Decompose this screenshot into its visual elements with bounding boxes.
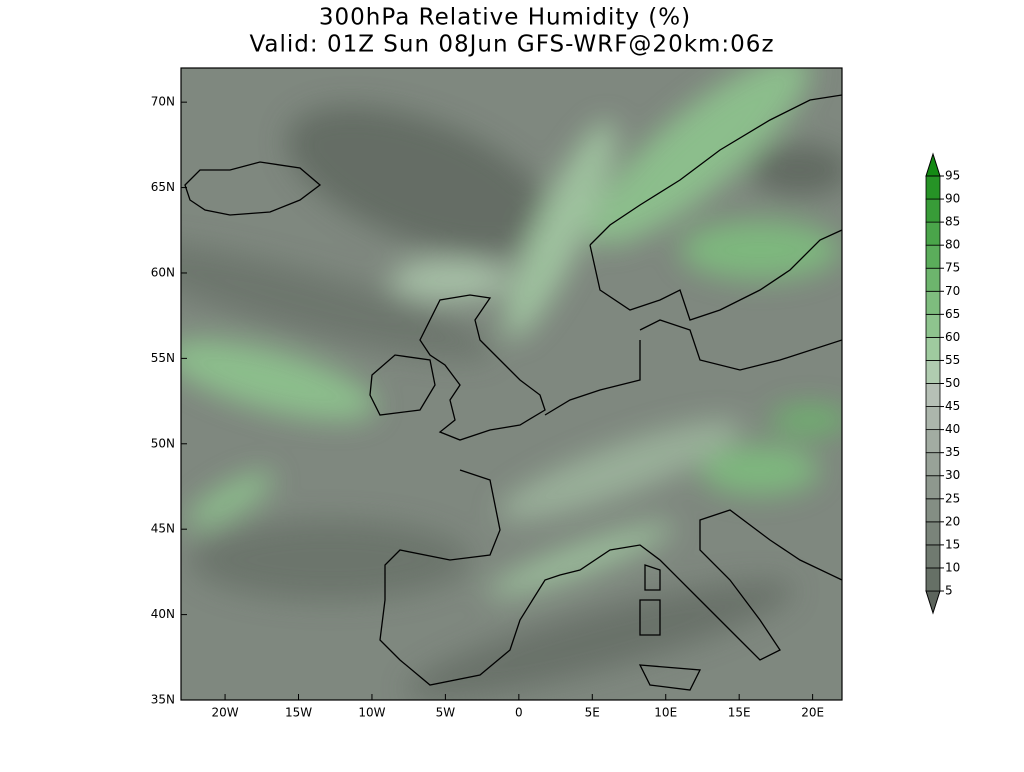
colorbar-label: 80 [945, 238, 960, 252]
colorbar-segment [925, 406, 941, 431]
colorbar-segment [925, 313, 941, 338]
colorbar-segment [925, 383, 941, 407]
colorbar: 5 10 15 20 25 30 35 40 45 50 55 60 65 70 75 80 85 90 95 [925, 152, 960, 615]
colorbar-label: 15 [945, 537, 960, 551]
y-tick-label: 50N [151, 436, 175, 450]
colorbar-segment [925, 244, 941, 269]
title: 300hPa Relative Humidity (%) [319, 5, 691, 31]
colorbar-label: 35 [945, 445, 960, 459]
colorbar-segment [925, 429, 941, 454]
y-tick-label: 70N [151, 95, 175, 109]
colorbar-label: 60 [945, 330, 960, 344]
colorbar-end [925, 152, 941, 177]
colorbar-label: 55 [945, 353, 960, 367]
y-tick-label: 55N [151, 351, 175, 365]
colorbar-end [925, 590, 941, 615]
colorbar-segment [925, 475, 941, 500]
colorbar-label: 50 [945, 376, 960, 390]
colorbar-segment [925, 452, 941, 477]
x-tick-label: 20W [211, 706, 238, 720]
x-tick-label: 15E [728, 706, 751, 720]
x-tick-label: 10E [654, 706, 677, 720]
colorbar-label: 85 [945, 215, 960, 229]
y-tick-label: 40N [151, 607, 175, 621]
colorbar-label: 65 [945, 307, 960, 321]
axes: 20W 15W 10W 5W 0 5E 10E 15E 20E 35N 40N 45N 50N 55N 60… [151, 95, 824, 720]
colorbar-label: 5 [945, 584, 953, 598]
y-tick-label: 45N [151, 522, 175, 536]
colorbar-segment [925, 544, 941, 569]
x-tick-label: 5E [585, 706, 600, 720]
colorbar-segment [925, 221, 941, 246]
coastlines [184, 94, 842, 691]
colorbar-segment [925, 521, 941, 546]
colorbar-label: 40 [945, 422, 960, 436]
colorbar-label: 20 [945, 514, 960, 528]
y-tick-label: 35N [151, 693, 175, 707]
colorbar-segment [925, 567, 941, 592]
colorbar-label: 95 [945, 169, 960, 183]
colorbar-segment [925, 336, 941, 361]
colorbar-segment [925, 267, 941, 292]
colorbar-label: 10 [945, 560, 960, 574]
colorbar-label: 45 [945, 399, 960, 413]
colorbar-label: 75 [945, 261, 960, 275]
x-tick-label: 20E [801, 706, 824, 720]
colorbar-label: 30 [945, 468, 960, 482]
map-frame [180, 67, 843, 701]
humidity-field [181, 68, 842, 700]
subtitle: Valid: 01Z Sun 08Jun GFS-WRF@20km:06z [249, 32, 774, 58]
colorbar-segment [925, 175, 941, 200]
x-tick-label: 5W [436, 706, 456, 720]
x-tick-label: 0 [515, 706, 523, 720]
colorbar-label: 70 [945, 284, 960, 298]
colorbar-segment [925, 498, 941, 523]
colorbar-segment [925, 290, 941, 315]
y-tick-label: 65N [151, 180, 175, 194]
colorbar-segment [925, 360, 941, 384]
y-tick-label: 60N [151, 265, 175, 279]
colorbar-label: 90 [945, 192, 960, 206]
x-tick-label: 10W [358, 706, 385, 720]
colorbar-label: 25 [945, 491, 960, 505]
x-tick-label: 15W [285, 706, 312, 720]
colorbar-segment [925, 198, 941, 223]
